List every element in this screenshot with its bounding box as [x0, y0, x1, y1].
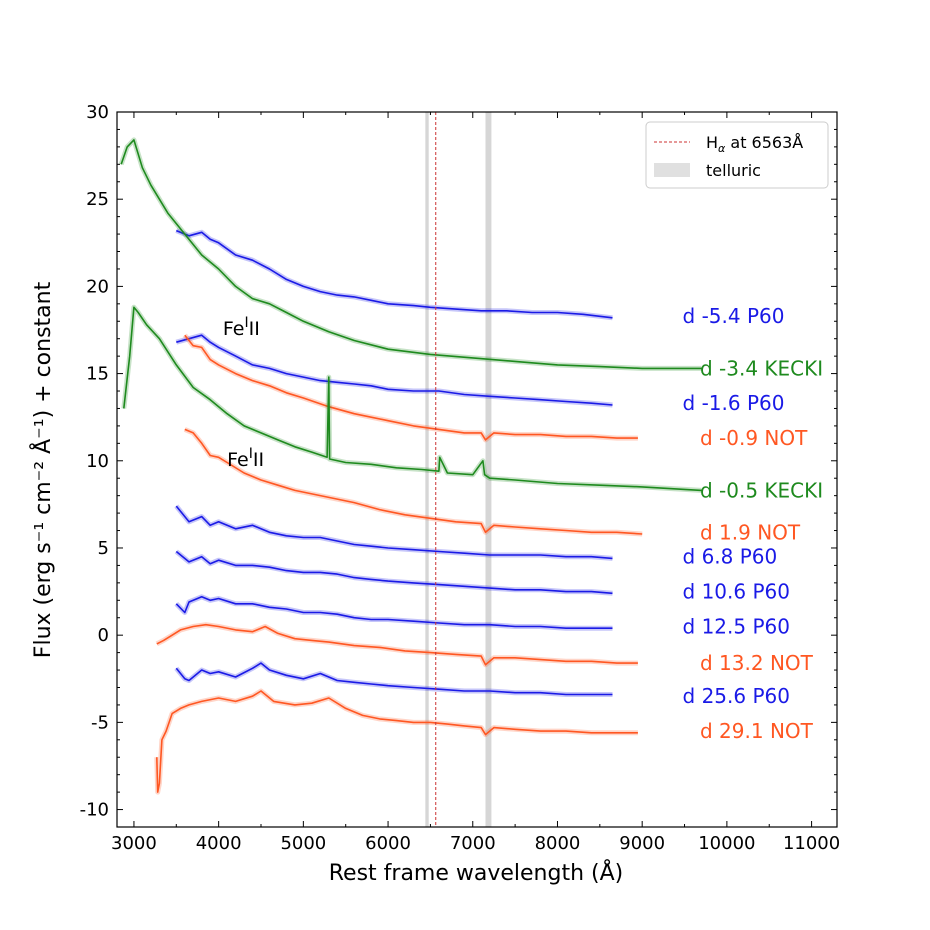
x-axis-title: Rest frame wavelength (Å) [329, 859, 624, 886]
x-tick-label: 7000 [450, 833, 496, 854]
spectra-series [118, 137, 702, 795]
series-line-5 [184, 428, 643, 535]
series-label-8: d 12.5 P60 [683, 614, 790, 638]
y-tick-label: 10 [86, 451, 109, 472]
y-tick-label: 15 [86, 364, 109, 385]
series-band-4 [121, 304, 702, 493]
series-band-8 [174, 594, 613, 631]
annotations: FeIII FeIII [223, 315, 264, 471]
feII-annotation-0: FeIII [223, 315, 260, 340]
series-line-3 [184, 334, 638, 441]
series-band-9 [155, 622, 638, 668]
x-tick-label: 9000 [619, 833, 665, 854]
series-label-4: d -0.5 KECKI [700, 478, 823, 502]
series-label-11: d 29.1 NOT [700, 719, 814, 743]
series-line-10 [175, 662, 613, 696]
x-tick-label: 4000 [196, 833, 242, 854]
telluric-band-1 [485, 112, 492, 827]
legend: Hα at 6563Å telluric [645, 121, 829, 189]
series-label-2: d -1.6 P60 [683, 391, 785, 415]
series-label-1: d -3.4 KECKI [700, 356, 823, 380]
x-tick-label: 8000 [535, 833, 581, 854]
series-line-4 [123, 306, 702, 492]
feII-annotation-1: FeIII [227, 446, 264, 471]
y-tick-label: -5 [91, 712, 109, 733]
series-line-8 [175, 595, 613, 630]
x-tick-label: 5000 [280, 833, 326, 854]
series-line-1 [120, 139, 702, 370]
series-band-2 [175, 332, 613, 408]
series-label-6: d 6.8 P60 [683, 545, 778, 569]
series-band-1 [118, 137, 702, 371]
x-tick-label: 6000 [365, 833, 411, 854]
x-tick-label: 10000 [698, 833, 755, 854]
y-tick-label: 30 [86, 102, 109, 123]
y-tick-label: -10 [80, 800, 109, 821]
series-band-11 [154, 688, 638, 795]
plot-area-border [116, 111, 838, 828]
y-tick-label: 25 [86, 189, 109, 210]
y-tick-label: 5 [98, 538, 109, 559]
series-label-7: d 10.6 P60 [683, 580, 790, 604]
legend-telluric-label: telluric [706, 161, 761, 180]
series-line-11 [156, 690, 638, 793]
y-axis-title: Flux (erg s⁻¹ cm⁻² Å⁻¹) + constant [29, 281, 56, 658]
axis-ticks: 3000 4000 5000 6000 7000 8000 9000 10000 11000 -1… [80, 102, 841, 854]
y-tick-label: 20 [86, 276, 109, 297]
legend-box [645, 121, 829, 189]
plot-frame [116, 111, 838, 828]
legend-halpha-label: Hα at 6563Å [706, 133, 803, 155]
series-line-6 [175, 505, 613, 560]
series-line-2 [176, 334, 613, 406]
series-label-10: d 25.6 P60 [683, 684, 790, 708]
series-line-7 [175, 550, 613, 595]
series-label-0: d -5.4 P60 [683, 304, 785, 328]
x-tick-label: 3000 [111, 833, 157, 854]
series-line-9 [156, 623, 638, 666]
series-band-10 [174, 660, 613, 697]
y-tick-label: 0 [98, 625, 109, 646]
series-label-3: d -0.9 NOT [700, 426, 808, 450]
series-label-9: d 13.2 NOT [700, 651, 814, 675]
series-labels: d -5.4 P60 d -3.4 KECKI d -1.6 P60 d -0.9 N… [683, 304, 824, 743]
series-line-0 [175, 229, 613, 319]
x-tick-label: 11000 [783, 833, 840, 854]
series-label-5: d 1.9 NOT [700, 520, 801, 544]
legend-telluric-swatch [654, 163, 690, 177]
